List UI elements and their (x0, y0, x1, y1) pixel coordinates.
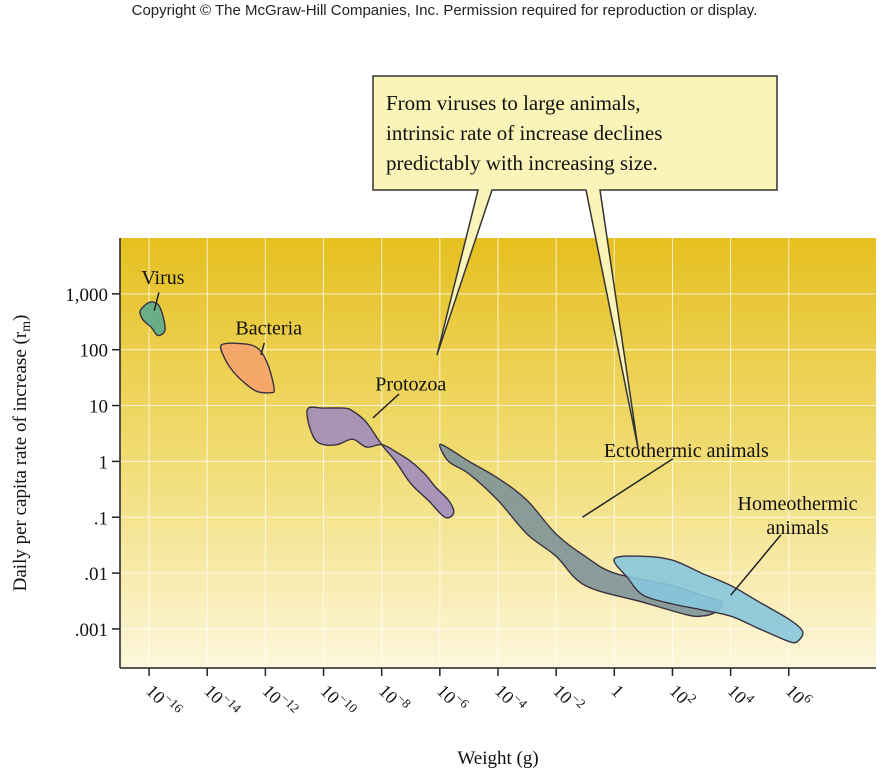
callout-line-2: intrinsic rate of increase declines (386, 121, 662, 145)
region-homeothermic-animals (613, 555, 804, 644)
x-tick-base: 1 (607, 681, 628, 702)
x-tick-label: 10−10 (317, 678, 361, 722)
x-tick-label: 10−2 (549, 678, 588, 717)
data-regions (139, 301, 804, 644)
x-tick-label: 10−6 (433, 678, 473, 718)
callout: From viruses to large animals, intrinsic… (372, 75, 778, 449)
pointer-homeothermic-animals (730, 534, 782, 596)
y-axis-label-subscript: m (19, 321, 34, 332)
series-label-bacteria: Bacteria (235, 317, 302, 339)
x-tick-label: 10−12 (259, 678, 303, 722)
pointer-bacteria (260, 342, 266, 356)
y-tick-label: .01 (84, 564, 108, 585)
series-labels: Virus Bacteria Protozoa Ectothermic animals… (141, 267, 857, 539)
x-tick-label: 10−8 (375, 678, 414, 717)
y-axis-ticks: 1,000 100 10 1 .1 .01 .001 (65, 285, 120, 641)
x-tick-label: 10−16 (142, 678, 186, 722)
callout-line-3: predictably with increasing size. (386, 151, 658, 175)
x-axis-ticks: 10−16 10−14 10−12 10−10 10−8 10−6 10−4 10−2 1 102… (142, 668, 817, 722)
region-protozoa (306, 406, 455, 519)
series-label-ectothermic-animals: Ectothermic animals (604, 440, 769, 462)
y-axis-label: Daily per capita rate of increase (rm) (10, 315, 34, 592)
y-tick-label: 10 (89, 397, 108, 418)
grid-lines (120, 238, 876, 668)
x-tick-label: 10−4 (491, 678, 531, 718)
series-label-homeothermic-animals: animals (766, 517, 828, 539)
x-tick-label: 104 (724, 678, 759, 713)
callout-line-1: From viruses to large animals, (386, 91, 641, 115)
x-tick-label: 102 (666, 678, 700, 712)
x-tick-label: 10−14 (200, 678, 244, 722)
y-tick-label: .1 (94, 508, 108, 529)
region-bacteria (219, 342, 275, 394)
pointer-lines (153, 292, 782, 596)
x-tick-label: 1 (607, 681, 628, 702)
series-label-protozoa: Protozoa (375, 373, 446, 395)
y-tick-label: 1,000 (65, 285, 108, 306)
x-tick-label: 106 (782, 678, 817, 713)
y-axis-label-text: Daily per capita rate of increase (r (10, 331, 31, 591)
y-tick-label: 1 (99, 452, 109, 473)
region-virus (139, 301, 166, 337)
x-axis-label: Weight (g) (457, 748, 538, 769)
callout-bubble (372, 75, 778, 449)
y-tick-label: .001 (75, 620, 108, 641)
y-axis-label-close: ) (10, 315, 31, 321)
pointer-virus (153, 292, 160, 311)
y-tick-label: 100 (80, 341, 109, 362)
pointer-ectothermic-animals (581, 458, 674, 518)
series-label-virus: Virus (141, 267, 184, 289)
copyright-notice: Copyright © The McGraw-Hill Companies, I… (131, 2, 758, 19)
series-label-homeothermic-animals: Homeothermic (738, 493, 858, 515)
pointer-protozoa (372, 393, 400, 419)
